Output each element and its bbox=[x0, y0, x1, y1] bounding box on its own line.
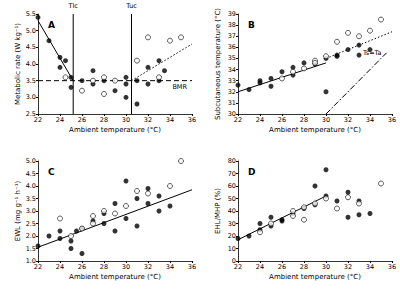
svg-text:35: 35 bbox=[228, 54, 236, 62]
svg-text:EHL/MHP (%): EHL/MHP (%) bbox=[214, 188, 222, 234]
svg-text:32: 32 bbox=[144, 116, 152, 124]
svg-text:36: 36 bbox=[388, 116, 396, 124]
svg-text:32: 32 bbox=[144, 263, 152, 271]
svg-text:Metabolic rate (W kg⁻¹): Metabolic rate (W kg⁻¹) bbox=[14, 23, 22, 105]
svg-text:1.5: 1.5 bbox=[26, 245, 36, 253]
svg-text:30: 30 bbox=[122, 263, 130, 271]
svg-text:2.5: 2.5 bbox=[25, 110, 36, 118]
svg-text:1.0: 1.0 bbox=[25, 257, 36, 265]
svg-text:32: 32 bbox=[344, 116, 352, 124]
svg-text:3.0: 3.0 bbox=[26, 207, 36, 215]
svg-text:5.0: 5.0 bbox=[26, 157, 36, 165]
svg-text:37: 37 bbox=[228, 32, 236, 40]
svg-text:34: 34 bbox=[166, 116, 174, 124]
svg-text:32: 32 bbox=[228, 88, 236, 96]
svg-text:24: 24 bbox=[56, 116, 64, 124]
svg-text:B: B bbox=[248, 20, 255, 30]
svg-text:30: 30 bbox=[228, 220, 236, 228]
svg-text:80: 80 bbox=[228, 157, 236, 165]
svg-text:Subcutaneous temperature (°C): Subcutaneous temperature (°C) bbox=[214, 8, 222, 120]
svg-text:4.0: 4.0 bbox=[26, 60, 36, 68]
svg-text:70: 70 bbox=[228, 170, 236, 178]
svg-text:2.5: 2.5 bbox=[26, 220, 36, 228]
svg-text:26: 26 bbox=[78, 116, 86, 124]
svg-text:Ambient temperature (°C): Ambient temperature (°C) bbox=[69, 126, 161, 134]
svg-text:36: 36 bbox=[388, 263, 396, 271]
svg-text:20: 20 bbox=[228, 232, 236, 240]
svg-text:28: 28 bbox=[100, 263, 108, 271]
svg-text:10: 10 bbox=[228, 245, 236, 253]
svg-text:28: 28 bbox=[100, 116, 108, 124]
svg-text:3.5: 3.5 bbox=[26, 195, 36, 203]
svg-text:34: 34 bbox=[166, 263, 174, 271]
svg-text:26: 26 bbox=[278, 116, 286, 124]
svg-text:22: 22 bbox=[34, 116, 42, 124]
svg-text:39: 39 bbox=[228, 10, 236, 18]
svg-text:30: 30 bbox=[227, 110, 236, 118]
svg-text:30: 30 bbox=[322, 116, 330, 124]
svg-text:Ambient temperature (°C): Ambient temperature (°C) bbox=[269, 126, 361, 134]
svg-text:36: 36 bbox=[188, 263, 196, 271]
svg-text:4.5: 4.5 bbox=[26, 170, 36, 178]
svg-text:Ambient temperature (°C): Ambient temperature (°C) bbox=[69, 273, 161, 281]
svg-text:3.5: 3.5 bbox=[26, 77, 36, 85]
svg-text:24: 24 bbox=[56, 263, 64, 271]
svg-text:C: C bbox=[48, 167, 55, 177]
svg-text:22: 22 bbox=[234, 116, 242, 124]
svg-text:24: 24 bbox=[256, 116, 264, 124]
svg-text:60: 60 bbox=[228, 182, 236, 190]
svg-text:36: 36 bbox=[228, 43, 236, 51]
svg-text:26: 26 bbox=[278, 263, 286, 271]
svg-text:Ts=Ta: Ts=Ta bbox=[362, 48, 382, 57]
svg-text:34: 34 bbox=[366, 263, 374, 271]
svg-text:0: 0 bbox=[231, 257, 236, 265]
svg-text:26: 26 bbox=[78, 263, 86, 271]
svg-text:5.5: 5.5 bbox=[26, 10, 36, 18]
svg-text:D: D bbox=[248, 167, 255, 177]
svg-text:34: 34 bbox=[228, 66, 236, 74]
svg-text:31: 31 bbox=[228, 99, 236, 107]
svg-text:34: 34 bbox=[366, 116, 374, 124]
svg-text:5.0: 5.0 bbox=[26, 27, 36, 35]
svg-text:38: 38 bbox=[228, 21, 236, 29]
svg-text:22: 22 bbox=[234, 263, 242, 271]
svg-text:2.0: 2.0 bbox=[26, 232, 36, 240]
svg-text:4.5: 4.5 bbox=[26, 43, 36, 51]
svg-text:22: 22 bbox=[34, 263, 42, 271]
svg-text:32: 32 bbox=[344, 263, 352, 271]
svg-text:50: 50 bbox=[228, 195, 236, 203]
svg-text:40: 40 bbox=[228, 207, 236, 215]
svg-text:A: A bbox=[48, 20, 55, 30]
svg-text:28: 28 bbox=[300, 263, 308, 271]
svg-text:33: 33 bbox=[228, 77, 236, 85]
svg-text:36: 36 bbox=[188, 116, 196, 124]
svg-text:30: 30 bbox=[122, 116, 130, 124]
svg-text:4.0: 4.0 bbox=[26, 182, 36, 190]
svg-text:24: 24 bbox=[256, 263, 264, 271]
svg-text:28: 28 bbox=[300, 116, 308, 124]
svg-text:Tlc: Tlc bbox=[68, 2, 79, 10]
svg-text:BMR: BMR bbox=[172, 83, 187, 91]
svg-text:30: 30 bbox=[322, 263, 330, 271]
svg-text:Ambient temperature (°C): Ambient temperature (°C) bbox=[269, 273, 361, 281]
svg-text:3.0: 3.0 bbox=[26, 93, 36, 101]
svg-text:Tuc: Tuc bbox=[125, 2, 137, 10]
svg-text:EWL (mg g⁻¹ h⁻¹): EWL (mg g⁻¹ h⁻¹) bbox=[14, 180, 22, 241]
